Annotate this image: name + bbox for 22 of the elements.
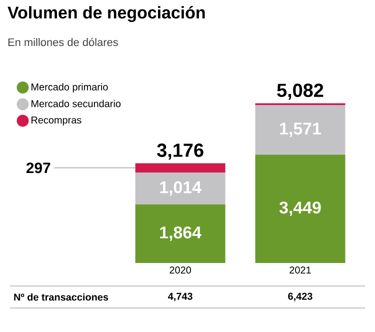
chart-subtitle: En millones de dólares [8, 38, 118, 46]
data-label: 1,864 [160, 226, 202, 241]
x-tick-label: 2020 [170, 266, 191, 274]
data-label: 1,014 [160, 181, 202, 196]
text: 4,743 [168, 292, 192, 302]
total-label: 3,176 [157, 144, 204, 160]
total-label: 5,082 [277, 84, 324, 100]
legend-label: Mercado secundario [32, 100, 121, 108]
chart-title: Volumen de negociación [8, 6, 205, 22]
bar [135, 163, 226, 173]
x-tick-label: 2021 [290, 266, 311, 274]
legend-label: Recompras [32, 116, 82, 126]
bar [135, 204, 226, 263]
data-label: 297 [26, 162, 50, 174]
data-label: 3,449 [279, 202, 321, 216]
legend-label: Mercado primario [32, 83, 108, 92]
bar [255, 105, 346, 155]
bar [135, 172, 226, 204]
data-label: 1,571 [280, 122, 321, 138]
text: 6,423 [288, 292, 312, 302]
text: Nº de transacciones [14, 293, 108, 301]
bar [255, 154, 346, 263]
